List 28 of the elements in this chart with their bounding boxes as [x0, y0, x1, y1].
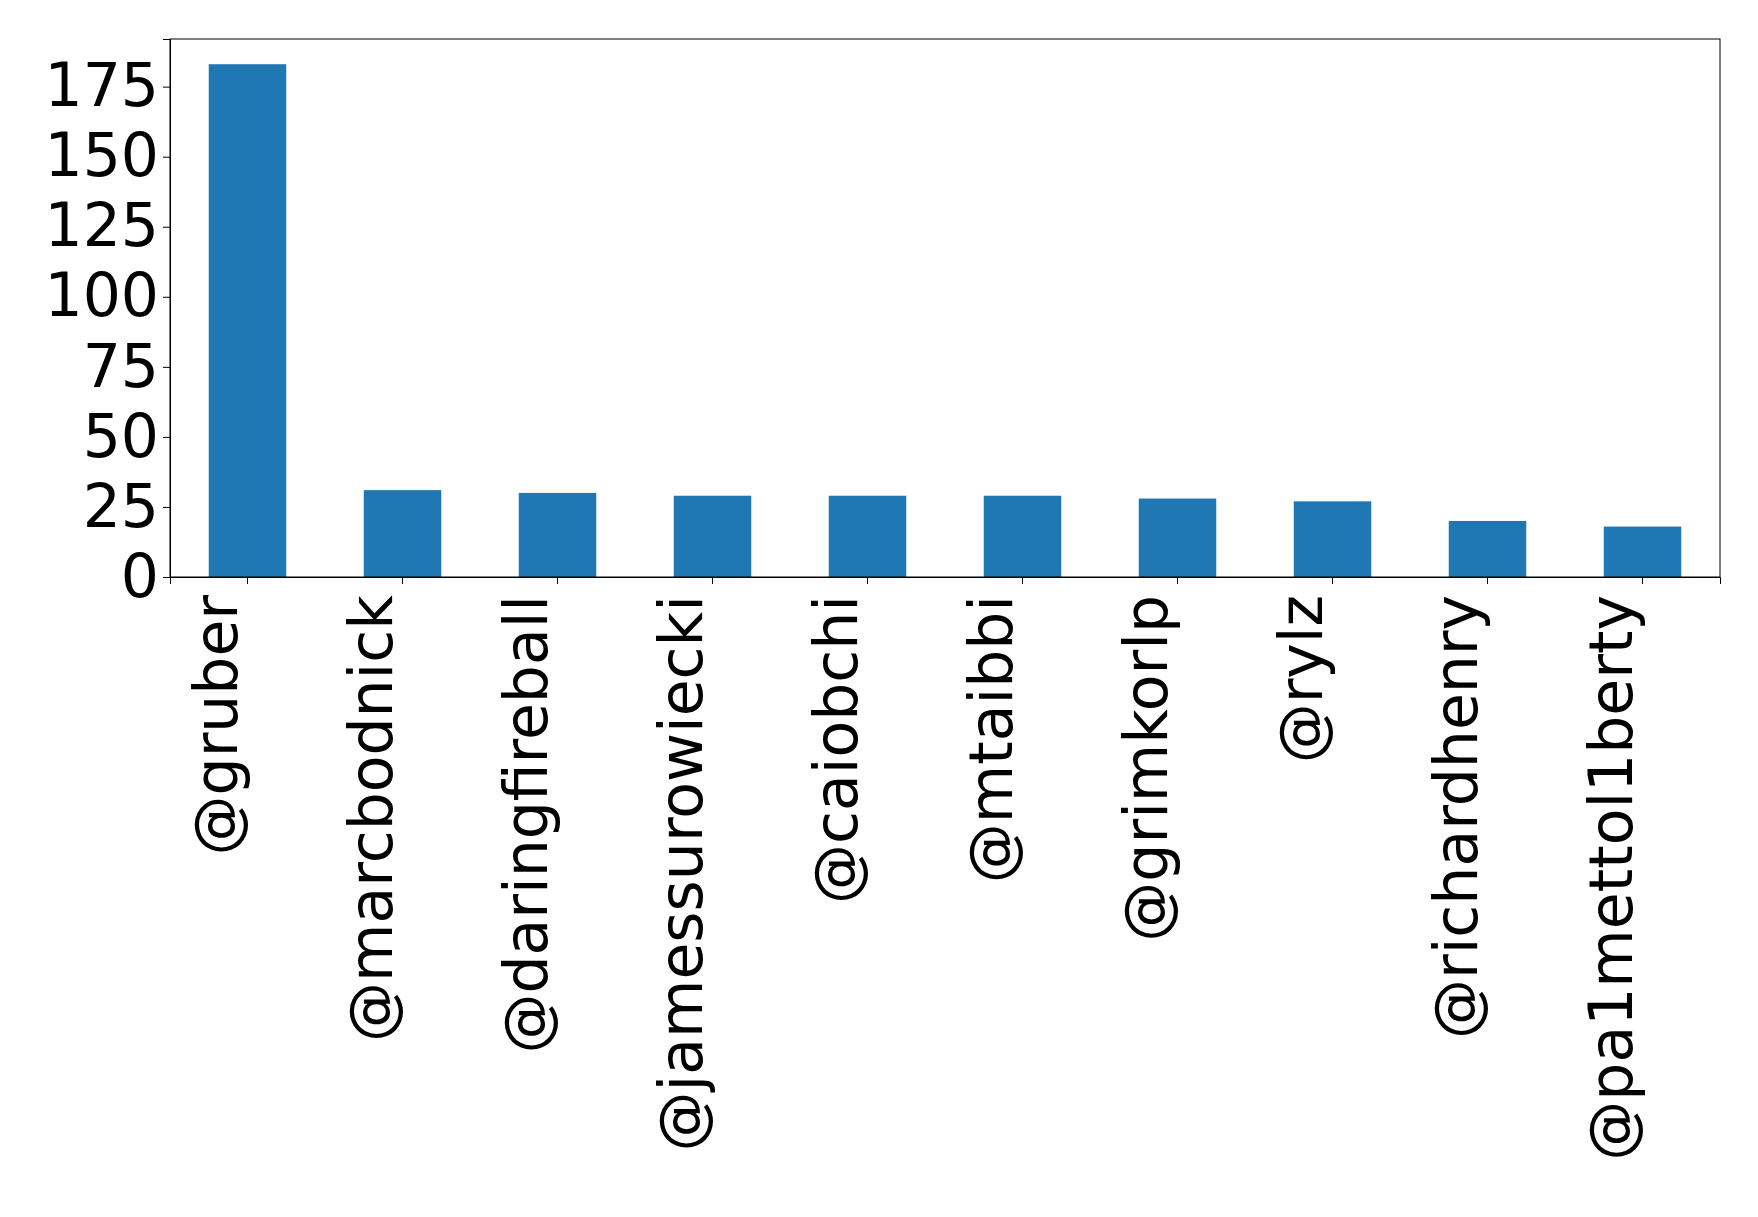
y-tick-label: 75	[82, 330, 159, 401]
x-tick-label: @marcbodnick	[335, 594, 406, 1042]
y-tick-label: 175	[44, 50, 159, 121]
y-tick-label: 100	[44, 260, 159, 331]
bar	[673, 495, 752, 577]
y-tick-label: 150	[44, 120, 159, 191]
y-tick-label: 25	[82, 470, 159, 541]
x-tick-label: @gruber	[180, 594, 251, 856]
bar	[363, 490, 442, 577]
y-tick-label: 125	[44, 190, 159, 261]
x-tick-label: @caiobchi	[800, 595, 871, 904]
y-tick-label: 50	[82, 400, 159, 471]
bar	[983, 495, 1062, 577]
x-tick-label: @daringfireball	[490, 595, 561, 1054]
bar	[518, 492, 597, 577]
bar	[208, 64, 287, 577]
x-tick-label: @rylz	[1265, 595, 1336, 764]
y-tick-label: 0	[120, 540, 159, 611]
bar	[1138, 498, 1217, 577]
x-tick-label: @richardhenry	[1420, 595, 1491, 1039]
x-tick-label: @grimkorlp	[1110, 595, 1181, 942]
x-tick-label: @mtaibbi	[955, 595, 1026, 884]
bar	[1448, 520, 1527, 577]
bar	[828, 495, 907, 577]
bar	[1603, 526, 1682, 577]
x-tick-label: @jamessurowiecki	[645, 595, 716, 1152]
x-tick-label: @pa1mettol1berty	[1575, 595, 1646, 1161]
bar	[1293, 501, 1372, 577]
